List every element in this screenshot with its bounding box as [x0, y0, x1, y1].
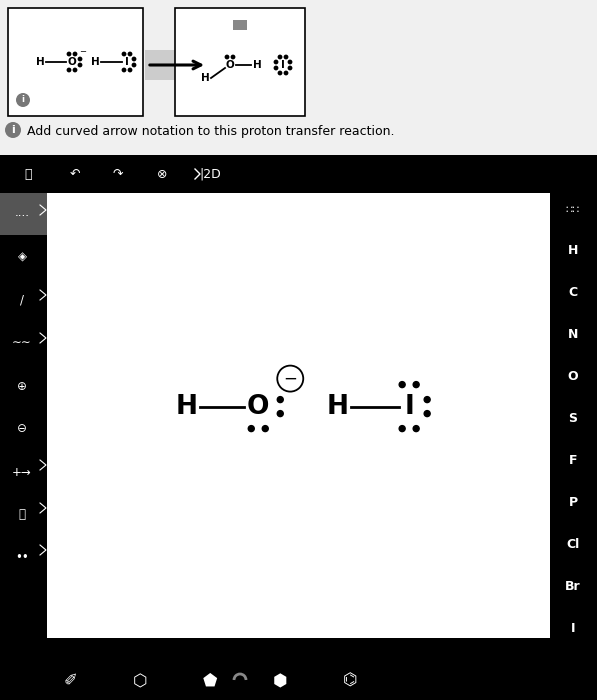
Bar — [0, 662, 597, 700]
Circle shape — [274, 60, 278, 64]
Circle shape — [133, 63, 136, 66]
Circle shape — [413, 426, 419, 432]
Circle shape — [288, 66, 292, 70]
Text: ↶: ↶ — [70, 167, 80, 181]
Bar — [8, 8, 143, 116]
Text: O: O — [247, 393, 269, 419]
Text: I: I — [571, 622, 576, 634]
Text: ⬡: ⬡ — [133, 672, 147, 690]
Circle shape — [67, 69, 70, 71]
Circle shape — [399, 382, 405, 388]
Text: Cl: Cl — [567, 538, 580, 550]
Text: i: i — [21, 95, 24, 104]
Circle shape — [78, 63, 82, 66]
Bar — [175, 8, 305, 116]
Text: ⌬: ⌬ — [343, 672, 357, 690]
Bar — [145, 50, 207, 80]
Circle shape — [277, 411, 283, 416]
Circle shape — [122, 52, 126, 56]
Circle shape — [67, 52, 70, 56]
Text: O: O — [67, 57, 76, 67]
Text: H: H — [201, 73, 210, 83]
Circle shape — [78, 57, 82, 61]
Bar — [233, 20, 247, 30]
Text: /: / — [20, 293, 24, 307]
Circle shape — [73, 52, 76, 56]
Circle shape — [262, 426, 268, 432]
Text: ••: •• — [15, 552, 29, 564]
Circle shape — [288, 60, 292, 64]
Bar — [0, 0, 597, 155]
Text: ↷: ↷ — [113, 167, 123, 181]
Circle shape — [128, 69, 132, 71]
Circle shape — [248, 426, 254, 432]
Text: ◈: ◈ — [17, 251, 26, 263]
Circle shape — [284, 71, 288, 75]
Text: Br: Br — [565, 580, 581, 592]
Text: H: H — [326, 393, 348, 419]
Circle shape — [16, 93, 30, 107]
Text: H: H — [36, 57, 44, 67]
Text: ∷∷: ∷∷ — [566, 205, 580, 215]
Text: ⊗: ⊗ — [157, 167, 167, 181]
Text: P: P — [568, 496, 577, 508]
Bar — [47, 193, 550, 638]
Circle shape — [274, 66, 278, 70]
Circle shape — [73, 69, 76, 71]
Circle shape — [424, 411, 430, 416]
Text: −: − — [284, 370, 297, 388]
Text: +→: +→ — [12, 466, 32, 479]
Text: −: − — [79, 48, 87, 57]
Text: ....: .... — [14, 206, 29, 220]
Text: C: C — [568, 286, 577, 298]
Circle shape — [122, 69, 126, 71]
Bar — [0, 155, 597, 193]
Text: |2D: |2D — [199, 167, 221, 181]
Bar — [550, 155, 597, 662]
Bar — [0, 155, 47, 662]
Circle shape — [231, 55, 235, 59]
Text: I: I — [125, 57, 129, 67]
Text: ⊕: ⊕ — [17, 379, 27, 393]
Circle shape — [128, 52, 132, 56]
Circle shape — [284, 55, 288, 59]
Text: ⬟: ⬟ — [203, 672, 217, 690]
Text: ⬢: ⬢ — [273, 672, 287, 690]
Text: ⊖: ⊖ — [17, 423, 27, 435]
Circle shape — [5, 122, 21, 138]
Text: I: I — [404, 393, 414, 419]
Text: 🗎: 🗎 — [24, 167, 32, 181]
Text: ✐: ✐ — [63, 672, 77, 690]
Circle shape — [278, 55, 282, 59]
Text: H: H — [568, 244, 578, 256]
Circle shape — [278, 71, 282, 75]
Text: I: I — [281, 60, 285, 70]
Circle shape — [424, 397, 430, 402]
Text: Add curved arrow notation to this proton transfer reaction.: Add curved arrow notation to this proton… — [27, 125, 395, 137]
Circle shape — [277, 397, 283, 402]
Text: N: N — [568, 328, 578, 340]
Text: O: O — [226, 60, 235, 70]
Text: i: i — [11, 125, 15, 135]
Circle shape — [413, 382, 419, 388]
Text: F: F — [569, 454, 577, 466]
Bar — [0, 193, 47, 235]
Text: ⤵: ⤵ — [19, 508, 26, 522]
Text: S: S — [568, 412, 577, 424]
Text: H: H — [253, 60, 261, 70]
Text: H: H — [176, 393, 197, 419]
Text: ∼∼: ∼∼ — [12, 337, 32, 349]
Circle shape — [133, 57, 136, 61]
Circle shape — [399, 426, 405, 432]
Text: O: O — [568, 370, 578, 382]
Text: H: H — [91, 57, 99, 67]
Circle shape — [277, 365, 303, 391]
Circle shape — [225, 55, 229, 59]
